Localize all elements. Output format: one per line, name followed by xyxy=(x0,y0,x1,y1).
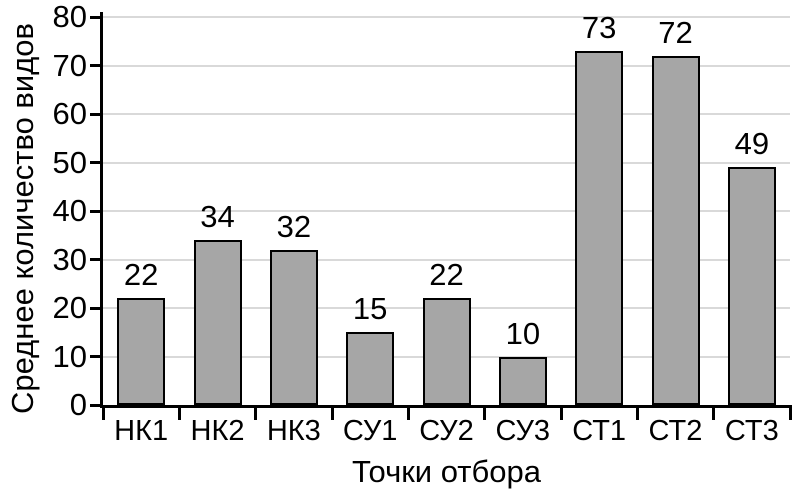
gridline-30 xyxy=(103,258,790,261)
data-label-СТ2: 72 xyxy=(658,14,693,50)
bar-СУ1 xyxy=(346,332,395,405)
x-tick-8 xyxy=(712,408,716,420)
data-label-СУ2: 22 xyxy=(429,257,464,293)
data-label-НК3: 32 xyxy=(276,208,312,244)
y-tick-label-30: 30 xyxy=(52,241,87,277)
x-tick-0 xyxy=(101,408,105,420)
data-label-СУ3: 10 xyxy=(505,315,541,351)
data-label-СТ3: 49 xyxy=(734,126,770,162)
data-label-НК1: 22 xyxy=(123,257,159,293)
x-tick-3 xyxy=(330,408,334,420)
y-tick-label-40: 40 xyxy=(52,193,87,228)
y-tick-0 xyxy=(90,403,100,407)
x-tick-5 xyxy=(483,408,487,420)
data-label-НК2: 34 xyxy=(200,199,235,235)
x-tick-label-СТ1: СТ1 xyxy=(572,415,627,447)
bar-СТ1 xyxy=(575,50,624,405)
bar-НК2 xyxy=(193,240,242,405)
x-tick-label-НК3: НК3 xyxy=(266,415,321,447)
x-tick-2 xyxy=(254,408,258,420)
x-tick-7 xyxy=(635,408,639,420)
x-tick-label-СУ3: СУ3 xyxy=(495,415,551,447)
x-axis-title: Точки отбора xyxy=(352,454,541,489)
y-axis-title: Среднее количество видов xyxy=(5,22,40,414)
y-tick-50 xyxy=(90,161,100,164)
x-tick-1 xyxy=(177,408,181,420)
x-axis-labels: НК1 НК2 НК3 СУ1 СУ2 СУ3 СТ1 СТ2 СТ3 xyxy=(103,414,790,450)
bar-СУ3 xyxy=(498,356,547,405)
y-axis-line xyxy=(100,12,103,408)
y-tick-label-70: 70 xyxy=(52,47,87,83)
plot-area: 0 10 20 30 40 50 60 70 80 22 34 32 15 22 10 73 72 49 xyxy=(53,0,792,422)
y-tick-label-60: 60 xyxy=(52,96,87,131)
x-tick-6 xyxy=(559,408,563,420)
y-tick-30 xyxy=(90,258,100,261)
x-tick-label-НК1: НК1 xyxy=(114,415,169,447)
gridline-60 xyxy=(103,113,790,115)
gridline-40 xyxy=(103,210,790,212)
gridline-80 xyxy=(103,16,790,18)
x-tick-label-СУ1: СУ1 xyxy=(342,415,398,447)
x-axis-line xyxy=(100,405,792,408)
x-tick-9 xyxy=(788,408,792,420)
y-tick-label-50: 50 xyxy=(52,144,87,180)
y-tick-label-20: 20 xyxy=(52,290,87,325)
y-tick-70 xyxy=(90,64,100,67)
gridline-70 xyxy=(103,64,790,67)
bar-СУ2 xyxy=(422,298,471,405)
y-tick-10 xyxy=(90,355,100,358)
x-tick-label-СУ2: СУ2 xyxy=(419,415,474,447)
x-tick-label-НК2: НК2 xyxy=(190,415,245,447)
x-tick-4 xyxy=(406,408,410,420)
data-label-СУ1: 15 xyxy=(352,291,388,327)
bar-НК1 xyxy=(117,298,166,405)
bar-НК3 xyxy=(269,249,318,405)
y-tick-80 xyxy=(90,15,100,19)
y-tick-40 xyxy=(90,209,100,213)
data-label-СТ1: 73 xyxy=(581,9,617,45)
y-tick-label-10: 10 xyxy=(52,338,87,374)
x-tick-label-СТ2: СТ2 xyxy=(648,415,703,447)
x-tick-label-СТ3: СТ3 xyxy=(724,415,779,447)
y-tick-label-0: 0 xyxy=(69,387,87,422)
gridline-50 xyxy=(103,161,790,164)
y-tick-60 xyxy=(90,112,100,116)
bar-СТ2 xyxy=(651,55,700,405)
y-tick-label-80: 80 xyxy=(52,0,87,34)
bar-СТ3 xyxy=(727,167,776,405)
y-tick-20 xyxy=(90,306,100,310)
